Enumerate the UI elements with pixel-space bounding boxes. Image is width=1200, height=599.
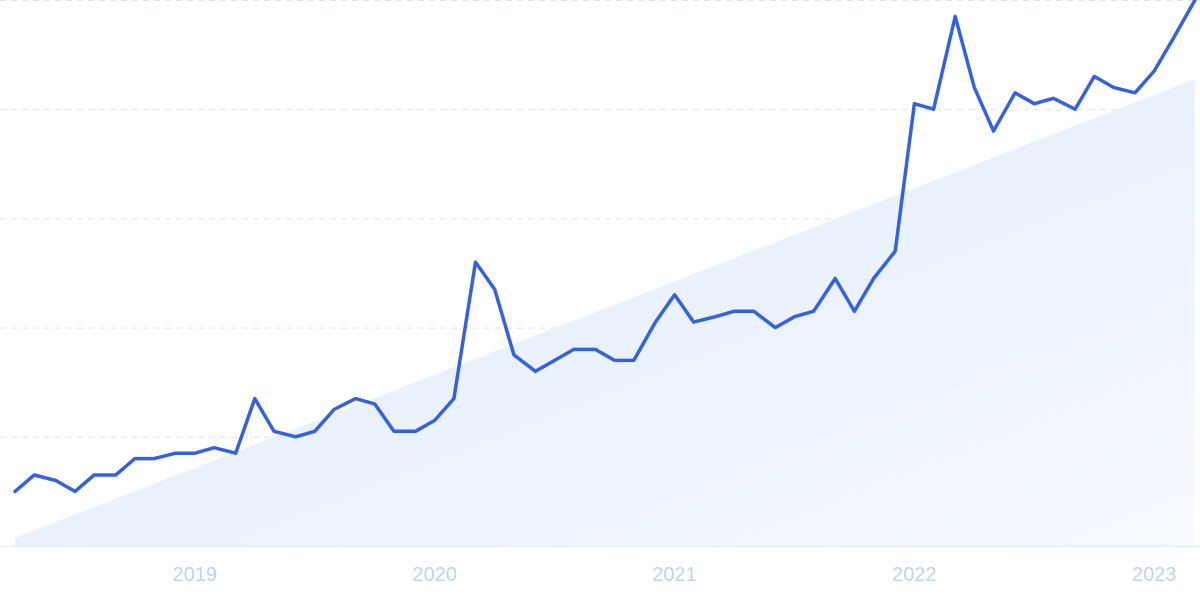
x-axis-tick-labels: 2019 2020 2021 2022 2023 — [173, 564, 1177, 586]
trend-area-fill — [15, 79, 1195, 547]
x-tick-label-2022: 2022 — [892, 564, 937, 586]
trend-area — [15, 79, 1195, 547]
x-tick-label-2020: 2020 — [412, 564, 457, 586]
series-lines — [13, 0, 1197, 494]
x-tick-label-2019: 2019 — [173, 564, 218, 586]
x-tick-label-2021: 2021 — [652, 564, 697, 586]
series-line — [13, 0, 1197, 494]
x-tick-label-2023: 2023 — [1132, 564, 1177, 586]
